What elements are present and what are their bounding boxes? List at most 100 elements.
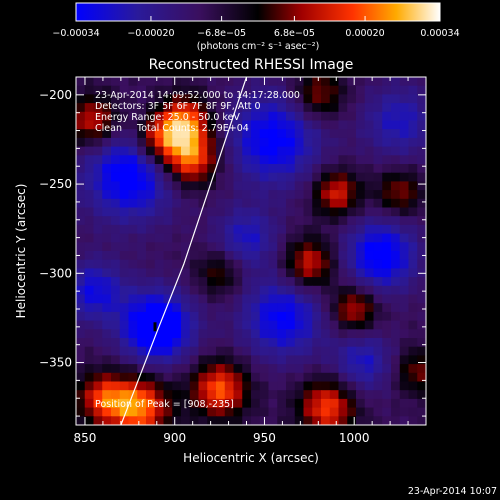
heatmap-cell [321,207,331,217]
heatmap-cell [198,381,208,391]
heatmap-cell [111,416,121,425]
heatmap-cell [399,338,410,348]
heatmap-cell [347,259,357,269]
heatmap-cell [102,320,112,330]
heatmap-cell [399,242,410,252]
heatmap-cell [294,355,305,365]
heatmap-cell [233,251,243,261]
heatmap-cell [408,285,418,296]
heatmap-cell [251,146,261,156]
heatmap-cell [312,190,322,200]
heatmap-cell [364,294,375,304]
heatmap-cell [417,407,426,417]
heatmap-cell [356,407,366,417]
heatmap-cell [364,190,375,200]
heatmap-cell [373,190,383,200]
heatmap-cell [286,164,296,174]
heatmap-cell [207,338,217,348]
heatmap-cell [163,137,173,148]
heatmap-cell [268,129,278,139]
heatmap-cell [338,390,348,400]
heatmap-cell [198,355,208,365]
heatmap-cell [356,111,366,122]
heatmap-cell [119,329,130,339]
heatmap-cell [399,155,410,165]
heatmap-cell [347,372,357,383]
heatmap-cell [189,181,200,191]
heatmap-cell [286,294,296,304]
heatmap-cell [181,207,191,217]
heatmap-cell [102,355,112,365]
heatmap-cell [84,416,95,425]
heatmap-cell [417,398,426,409]
heatmap-cell [382,129,392,139]
heatmap-cell [251,390,261,400]
heatmap-cell [356,338,366,348]
heatmap-cell [391,407,401,417]
heatmap-cell [189,224,200,235]
heatmap-cell [303,129,313,139]
heatmap-cell [382,320,392,330]
heatmap-cell [259,346,270,356]
heatmap-cell [163,224,173,235]
heatmap-cell [286,103,296,113]
heatmap-cell [364,338,375,348]
heatmap-cell [76,251,86,261]
heatmap-cell [259,181,270,191]
heatmap-cell [216,390,226,400]
heatmap-cell [364,303,375,313]
heatmap-cell [408,355,418,365]
heatmap-cell [93,207,103,217]
heatmap-cell [128,251,138,261]
heatmap-cell [303,390,313,400]
heatmap-cell [321,224,331,235]
heatmap-cell [364,94,375,104]
heatmap-cell [172,303,182,313]
heatmap-cell [294,329,305,339]
colorbar-units: (photons cm⁻² s⁻¹ asec⁻²) [197,41,320,52]
heatmap-cell [76,85,86,95]
heatmap-cell [242,259,252,269]
heatmap-cell [329,268,340,278]
heatmap-cell [242,216,252,226]
heatmap-cell [207,251,217,261]
heatmap-cell [312,338,322,348]
heatmap-cell [329,224,340,235]
heatmap-cell [102,129,112,139]
heatmap-cell [312,146,322,156]
heatmap-cell [93,129,103,139]
heatmap-cell [321,251,331,261]
heatmap-cell [329,77,340,87]
heatmap-cell [146,285,156,296]
heatmap-cell [154,338,165,348]
heatmap-cell [312,103,322,113]
heatmap-cell [373,207,383,217]
heatmap-cell [277,251,287,261]
heatmap-cell [321,111,331,122]
heatmap-cell [137,155,147,165]
heatmap-cell [277,181,287,191]
heatmap-cell [408,207,418,217]
heatmap-cell [312,224,322,235]
heatmap-cell [417,77,426,87]
heatmap-cell [259,111,270,122]
heatmap-cell [119,216,130,226]
heatmap-cell [312,416,322,425]
heatmap-cell [303,233,313,243]
heatmap-cell [146,224,156,235]
heatmap-cell [259,259,270,269]
heatmap-cell [399,233,410,243]
heatmap-cell [207,416,217,425]
heatmap-cell [119,129,130,139]
heatmap-cell [373,390,383,400]
annotation-method: Clean Total Counts: 2.79E+04 [95,123,249,134]
heatmap-cell [93,416,103,425]
heatmap-cell [356,190,366,200]
heatmap-cell [356,103,366,113]
heatmap-cell [408,190,418,200]
heatmap-cell [242,381,252,391]
heatmap-cell [119,364,130,374]
heatmap-cell [321,311,331,322]
heatmap-cell [137,390,147,400]
heatmap-cell [119,320,130,330]
